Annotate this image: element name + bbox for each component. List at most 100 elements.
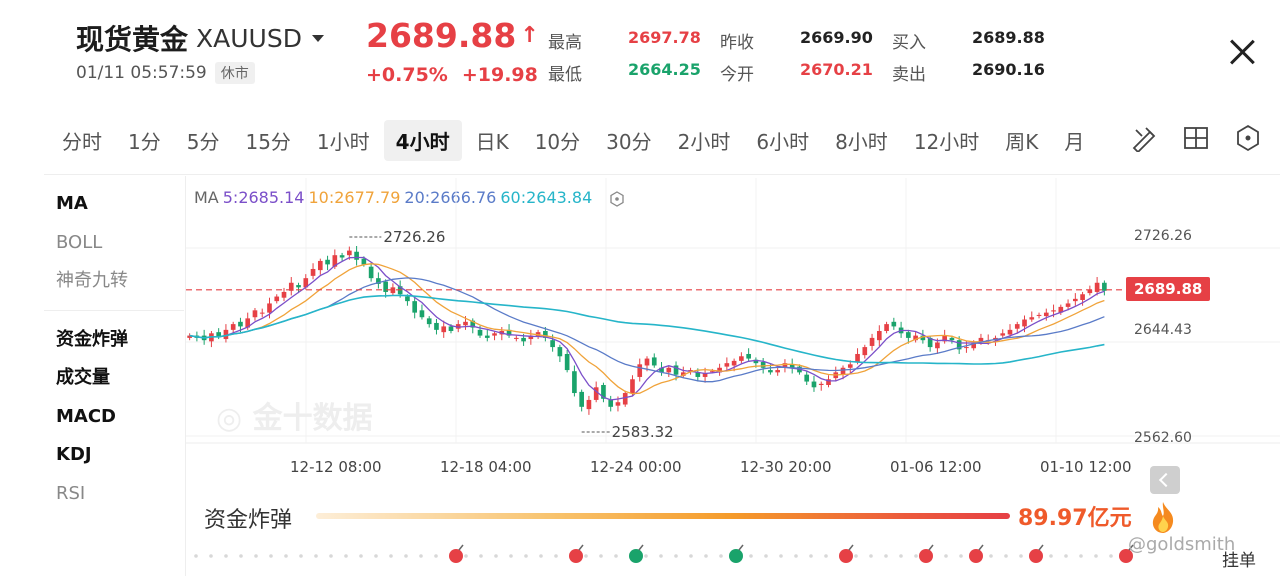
arrow-up-icon: ↑ (520, 23, 539, 48)
candle-body (296, 285, 301, 288)
fund-bomb-marker[interactable] (629, 549, 643, 563)
candle-body (390, 287, 396, 294)
quote-value: 2689.88 (972, 28, 1045, 47)
candle-body (187, 335, 192, 338)
quote-label: 今开 (720, 65, 754, 85)
marker-dot (299, 554, 303, 558)
candle-body (680, 372, 686, 376)
quote-value: 2697.78 (628, 28, 701, 47)
marker-dot (329, 554, 333, 558)
candle-body (1022, 319, 1027, 327)
indicator-item[interactable]: MA (56, 193, 88, 214)
tab-timeframe[interactable]: 12小时 (913, 129, 980, 154)
indicator-item[interactable]: 成交量 (56, 367, 110, 388)
tab-timeframe[interactable]: 1分 (128, 129, 161, 154)
quote-label: 最高 (548, 33, 582, 53)
tab-timeframe[interactable]: 1小时 (316, 129, 370, 154)
tab-timeframe[interactable]: 15分 (245, 129, 291, 154)
flame-icon (1152, 502, 1174, 533)
fund-bomb-marker[interactable] (969, 549, 983, 563)
candle-body (455, 324, 461, 329)
candle-body (768, 370, 773, 373)
indicator-item[interactable]: BOLL (56, 231, 103, 253)
candle-body (448, 326, 454, 332)
bomb-fuse (928, 544, 934, 551)
draw-icon[interactable] (1130, 124, 1158, 152)
fund-bomb-marker[interactable] (729, 549, 743, 563)
tab-timeframe[interactable]: 2小时 (677, 129, 731, 154)
marker-dot (539, 554, 543, 558)
indicator-item[interactable]: 资金炸弹 (56, 328, 128, 350)
candle-body (434, 322, 439, 330)
candle-body (310, 268, 316, 276)
candle-body (644, 358, 650, 366)
candle-body (216, 332, 221, 337)
tab-timeframe[interactable]: 5分 (186, 129, 220, 154)
tab-timeframe[interactable]: 30分 (606, 129, 652, 154)
last-price: 2689.88 ↑ (366, 16, 539, 55)
bomb-fuse (848, 544, 854, 551)
fund-bomb-marker[interactable] (1029, 549, 1043, 563)
order-button[interactable]: 挂单 (1222, 551, 1256, 571)
candle-body (753, 359, 759, 364)
candle-body (477, 329, 483, 336)
fund-bomb-marker[interactable] (919, 549, 933, 563)
quote-value: 2664.25 (628, 60, 701, 79)
marker-dot (389, 554, 393, 558)
candle-body (267, 303, 272, 313)
chevron-down-icon[interactable] (311, 34, 324, 42)
marker-dot (524, 554, 528, 558)
tab-timeframe[interactable]: 6小时 (756, 129, 810, 154)
candle-body (586, 399, 592, 410)
candle-body (601, 384, 606, 399)
candle-body (949, 337, 955, 341)
tab-timeframe[interactable]: 8小时 (835, 129, 888, 154)
indicator-item[interactable]: MACD (56, 405, 116, 427)
collapse-icon[interactable] (1150, 466, 1180, 494)
fund-bomb-marker[interactable] (1119, 549, 1133, 563)
candle-body (245, 318, 251, 328)
close-icon[interactable] (1226, 36, 1258, 68)
candle-body (1007, 329, 1013, 335)
candlestick-chart[interactable]: ◎ 金十数据 2726.26 2644.43 2562.60 12-12 08:00 12… (186, 178, 1280, 478)
current-price-label: 2689.88 (1126, 277, 1211, 301)
tab-timeframe[interactable]: 10分 (534, 129, 581, 154)
x-tick-label: 01-10 12:00 (1040, 458, 1132, 476)
quote-label: 昨收 (720, 33, 754, 53)
ma-settings-icon[interactable] (608, 190, 626, 208)
grid-icon[interactable] (1182, 124, 1210, 152)
marker-dot (1079, 554, 1083, 558)
tab-timeframe[interactable]: 4小时 (383, 119, 462, 161)
bomb-fuse (738, 544, 744, 551)
candle-body (818, 383, 824, 385)
tab-timeframe[interactable]: 日K (475, 129, 509, 154)
indicator-list: MA BOLL 神奇九转 资金炸弹成交量 MACD KDJ RSI (56, 192, 128, 520)
candle-body (811, 381, 817, 388)
candle-body (339, 255, 345, 258)
marker-dot (374, 554, 378, 558)
candle-body (1065, 303, 1071, 307)
tab-timeframe[interactable]: 周K (1005, 129, 1039, 154)
candle-body (579, 391, 584, 407)
settings-icon[interactable] (1234, 124, 1262, 152)
candle-body (470, 320, 476, 328)
candle-body (528, 335, 534, 340)
indicator-item[interactable]: 神奇九转 (56, 270, 128, 291)
candle-body (354, 251, 359, 260)
indicator-item[interactable]: RSI (56, 482, 86, 504)
instrument-title[interactable]: 现货黄金 XAUUSD (76, 18, 324, 58)
fund-bomb-marker[interactable] (839, 549, 853, 563)
candle-body (964, 347, 969, 349)
candle-body (405, 296, 410, 302)
candle-body (347, 250, 352, 256)
ma-line (189, 263, 1105, 395)
tab-timeframe[interactable]: 分时 (62, 129, 102, 154)
marker-dot (899, 554, 903, 558)
fund-bomb-marker[interactable] (569, 549, 583, 563)
tab-timeframe[interactable]: 月 (1064, 129, 1085, 154)
fund-bomb-marker[interactable] (449, 549, 463, 563)
chart-tools (1130, 124, 1262, 152)
marker-dot (719, 554, 723, 558)
indicator-item[interactable]: KDJ (56, 444, 92, 465)
marker-dot (239, 554, 243, 558)
